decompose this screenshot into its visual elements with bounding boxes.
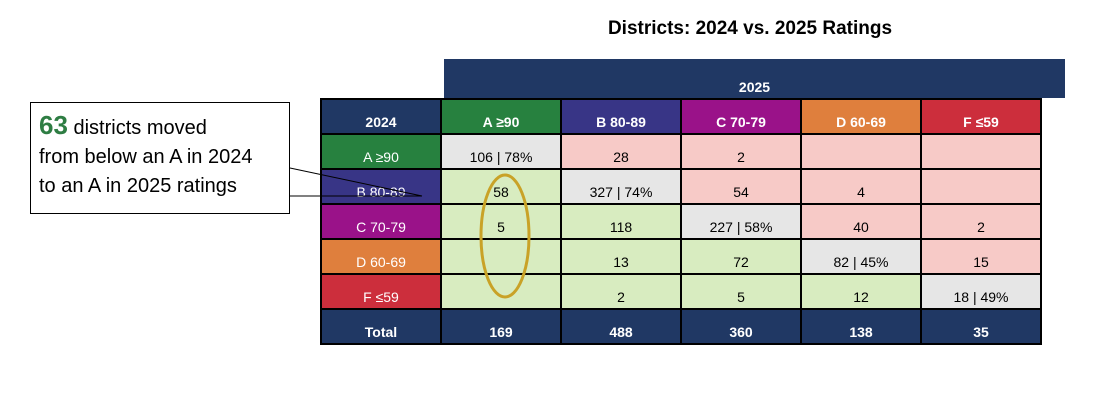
table-cell: 28 bbox=[560, 133, 682, 170]
table-cell bbox=[440, 273, 562, 310]
total-value: 169 bbox=[440, 308, 562, 345]
table-cell: 18 | 49% bbox=[920, 273, 1042, 310]
table-row: B 80-89 58 327 | 74% 54 4 bbox=[320, 168, 1042, 205]
table-cell: 327 | 74% bbox=[560, 168, 682, 205]
callout-text-line3: to an A in 2025 ratings bbox=[39, 175, 237, 197]
row-label: F ≤59 bbox=[320, 273, 442, 310]
row-label: B 80-89 bbox=[320, 168, 442, 205]
total-value: 35 bbox=[920, 308, 1042, 345]
total-value: 138 bbox=[800, 308, 922, 345]
table-cell bbox=[920, 168, 1042, 205]
row-header-2024: 2024 bbox=[320, 98, 442, 135]
table-cell: 2 bbox=[560, 273, 682, 310]
table-cell: 72 bbox=[680, 238, 802, 275]
table-cell bbox=[800, 133, 922, 170]
highlight-ellipse bbox=[479, 173, 531, 299]
table-cell: 5 bbox=[440, 203, 562, 240]
table-cell: 5 bbox=[680, 273, 802, 310]
table-cell: 54 bbox=[680, 168, 802, 205]
column-header: A ≥90 bbox=[440, 98, 562, 135]
callout-text-line1: districts moved bbox=[67, 117, 207, 139]
column-header: B 80-89 bbox=[560, 98, 682, 135]
table-cell bbox=[920, 133, 1042, 170]
table-cell: 4 bbox=[800, 168, 922, 205]
callout-box: 63 districts moved from below an A in 20… bbox=[30, 102, 290, 214]
table-row: D 60-69 13 72 82 | 45% 15 bbox=[320, 238, 1042, 275]
table-row: F ≤59 2 5 12 18 | 49% bbox=[320, 273, 1042, 310]
total-label: Total bbox=[320, 308, 442, 345]
table-cell: 2 bbox=[680, 133, 802, 170]
chart-title: Districts: 2024 vs. 2025 Ratings bbox=[607, 18, 893, 39]
table-cell: 40 bbox=[800, 203, 922, 240]
column-header: F ≤59 bbox=[920, 98, 1042, 135]
ratings-matrix: 2024 A ≥90 B 80-89 C 70-79 D 60-69 F ≤59 A ≥90… bbox=[320, 98, 1042, 345]
row-label: D 60-69 bbox=[320, 238, 442, 275]
table-cell: 118 bbox=[560, 203, 682, 240]
header-row: 2024 A ≥90 B 80-89 C 70-79 D 60-69 F ≤59 bbox=[320, 98, 1042, 135]
table-cell: 15 bbox=[920, 238, 1042, 275]
table-row: A ≥90 106 | 78% 28 2 bbox=[320, 133, 1042, 170]
table-cell: 12 bbox=[800, 273, 922, 310]
total-value: 488 bbox=[560, 308, 682, 345]
table-cell: 227 | 58% bbox=[680, 203, 802, 240]
row-label: C 70-79 bbox=[320, 203, 442, 240]
leader-line-upper bbox=[289, 167, 423, 197]
row-label: A ≥90 bbox=[320, 133, 442, 170]
total-row: Total 169 488 360 138 35 bbox=[320, 308, 1042, 345]
table-cell: 2 bbox=[920, 203, 1042, 240]
callout-text-line2: from below an A in 2024 bbox=[39, 146, 253, 168]
column-header: C 70-79 bbox=[680, 98, 802, 135]
table-cell bbox=[440, 238, 562, 275]
total-value: 360 bbox=[680, 308, 802, 345]
table-cell: 82 | 45% bbox=[800, 238, 922, 275]
column-header: D 60-69 bbox=[800, 98, 922, 135]
table-row: C 70-79 5 118 227 | 58% 40 2 bbox=[320, 203, 1042, 240]
table-cell: 13 bbox=[560, 238, 682, 275]
column-group-header-2025: 2025 bbox=[444, 59, 1065, 98]
table-cell: 106 | 78% bbox=[440, 133, 562, 170]
callout-number: 63 bbox=[39, 110, 68, 140]
